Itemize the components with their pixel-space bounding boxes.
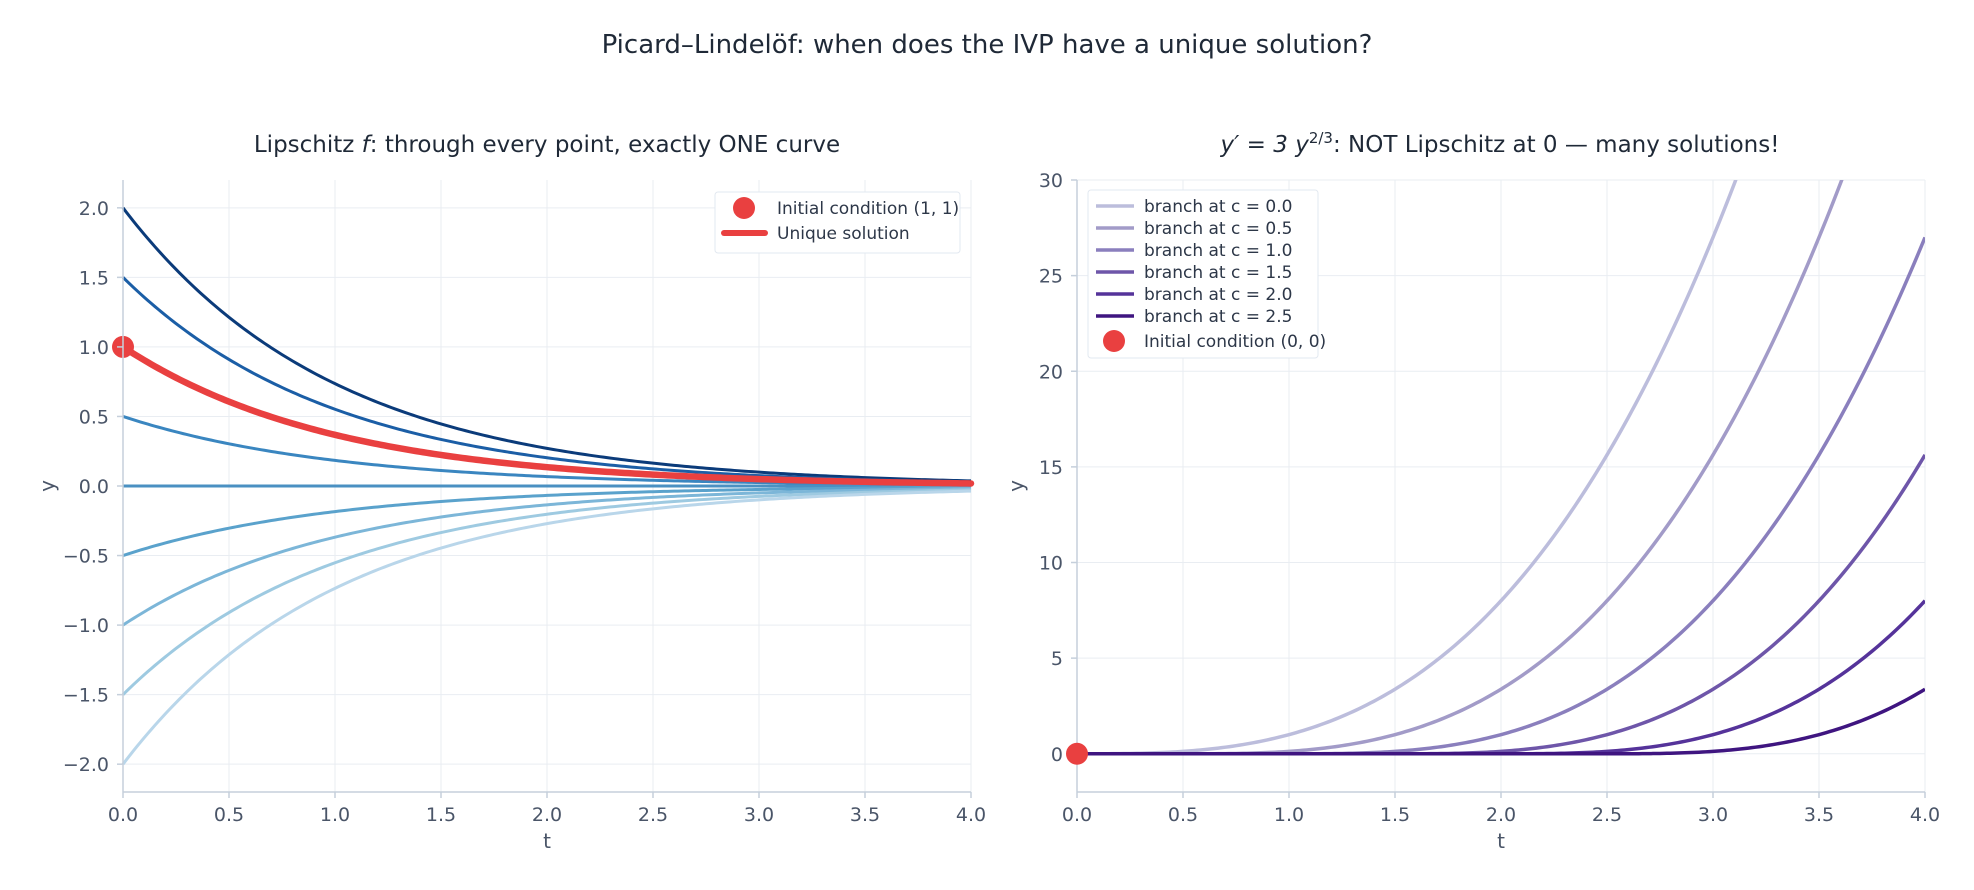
left-x-tick-label-0: 0.0 <box>108 804 138 826</box>
legend-initial-condition-marker <box>733 197 755 219</box>
left-legend: Initial condition (1, 1) Unique solution <box>714 191 961 254</box>
left-x-tick-label-2: 1.0 <box>320 804 350 826</box>
left-y-tick-label-3: 0.5 <box>79 406 109 428</box>
right-x-tick-label-2: 1.0 <box>1274 804 1304 826</box>
left-title-suffix: : through every point, exactly ONE curve <box>370 132 840 158</box>
left-x-axis-label: t <box>543 829 551 853</box>
right-legend-label-4: branch at c = 2.0 <box>1144 285 1292 305</box>
left-title-var: f <box>362 132 373 158</box>
left-title-prefix: Lipschitz <box>254 132 362 158</box>
right-legend-label-2: branch at c = 1.0 <box>1144 241 1292 261</box>
left-y-ticks: 2.0 1.5 1.0 0.5 0.0 −0.5 −1.0 −1.5 −2.0 <box>63 198 123 776</box>
right-title-suffix: : NOT Lipschitz at 0 — many solutions! <box>1333 132 1780 158</box>
right-legend-label-3: branch at c = 1.5 <box>1144 263 1292 283</box>
left-panel: Lipschitz f: through every point, exactl… <box>35 132 986 853</box>
left-x-tick-label-4: 2.0 <box>532 804 562 826</box>
right-legend-label-0: branch at c = 0.0 <box>1144 197 1292 217</box>
left-solution-curve-4 <box>122 485 972 557</box>
right-x-ticks: 0.0 0.5 1.0 1.5 2.0 2.5 3.0 3.5 4.0 <box>1062 792 1940 826</box>
left-solution-curve-7 <box>121 489 972 766</box>
right-y-tick-label-1: 25 <box>1039 266 1063 288</box>
left-x-tick-label-6: 3.0 <box>744 804 774 826</box>
left-x-ticks: 0.0 0.5 1.0 1.5 2.0 2.5 3.0 3.5 4.0 <box>108 792 986 826</box>
left-y-tick-label-8: −2.0 <box>63 754 109 776</box>
left-y-tick-label-1: 1.5 <box>79 267 109 289</box>
right-panel-title: y′ = 3 y2/3: NOT Lipschitz at 0 — many s… <box>1220 129 1780 158</box>
left-curves <box>112 206 975 766</box>
left-x-tick-label-3: 1.5 <box>426 804 456 826</box>
right-y-tick-label-3: 15 <box>1039 457 1063 479</box>
right-x-tick-label-7: 3.5 <box>1804 804 1834 826</box>
left-x-tick-label-7: 3.5 <box>850 804 880 826</box>
right-branch-curve-0 <box>1077 180 1738 756</box>
right-x-tick-label-3: 1.5 <box>1380 804 1410 826</box>
right-x-tick-label-5: 2.5 <box>1592 804 1622 826</box>
right-x-axis-label: t <box>1497 829 1505 853</box>
right-legend-label-initial: Initial condition (0, 0) <box>1144 332 1326 352</box>
right-title-exponent: 2/3 <box>1309 129 1333 147</box>
left-y-tick-label-5: −0.5 <box>63 546 109 568</box>
left-y-tick-label-2: 1.0 <box>79 337 109 359</box>
left-unique-solution-curve <box>119 343 975 487</box>
right-y-tick-label-6: 0 <box>1051 744 1063 766</box>
right-title-lhs: y′ = 3 y <box>1220 132 1310 158</box>
right-y-tick-label-5: 5 <box>1051 648 1063 670</box>
left-x-tick-label-1: 0.5 <box>214 804 244 826</box>
right-legend-label-5: branch at c = 2.5 <box>1144 307 1292 327</box>
left-solution-curve-0 <box>121 206 972 483</box>
left-x-tick-label-5: 2.5 <box>638 804 668 826</box>
right-legend-box <box>1087 189 1319 359</box>
right-y-tick-label-0: 30 <box>1039 170 1063 192</box>
right-legend-label-1: branch at c = 0.5 <box>1144 219 1292 239</box>
right-y-ticks: 30 25 20 15 10 5 0 <box>1039 170 1077 766</box>
right-x-tick-label-4: 2.0 <box>1486 804 1516 826</box>
left-panel-title: Lipschitz f: through every point, exactl… <box>254 132 840 158</box>
right-branch-curve-5 <box>1077 687 1925 756</box>
right-legend-initial-marker <box>1103 330 1125 352</box>
right-x-tick-label-1: 0.5 <box>1168 804 1198 826</box>
left-x-tick-label-8: 4.0 <box>956 804 986 826</box>
right-initial-condition-point <box>1066 742 1088 765</box>
left-legend-box <box>714 191 961 254</box>
left-solution-curve-6 <box>121 488 972 696</box>
right-x-tick-label-8: 4.0 <box>1910 804 1940 826</box>
left-y-tick-label-0: 2.0 <box>79 198 109 220</box>
right-x-tick-label-6: 3.0 <box>1698 804 1728 826</box>
left-y-tick-label-7: −1.5 <box>63 685 109 707</box>
right-panel: y′ = 3 y2/3: NOT Lipschitz at 0 — many s… <box>1004 129 1940 853</box>
right-y-tick-label-4: 10 <box>1039 553 1063 575</box>
left-y-tick-label-6: −1.0 <box>63 615 109 637</box>
right-x-tick-label-0: 0.0 <box>1062 804 1092 826</box>
left-y-axis-label: y <box>35 480 59 492</box>
right-y-tick-label-2: 20 <box>1039 361 1063 383</box>
left-y-tick-label-4: 0.0 <box>79 476 109 498</box>
right-y-axis-label: y <box>1004 480 1028 492</box>
left-legend-label-initial: Initial condition (1, 1) <box>777 199 959 219</box>
left-solution-curve-5 <box>122 487 972 627</box>
left-legend-label-unique: Unique solution <box>777 224 910 244</box>
right-curves <box>1077 180 1925 756</box>
figure-title: Picard–Lindelöf: when does the IVP have … <box>601 30 1373 60</box>
